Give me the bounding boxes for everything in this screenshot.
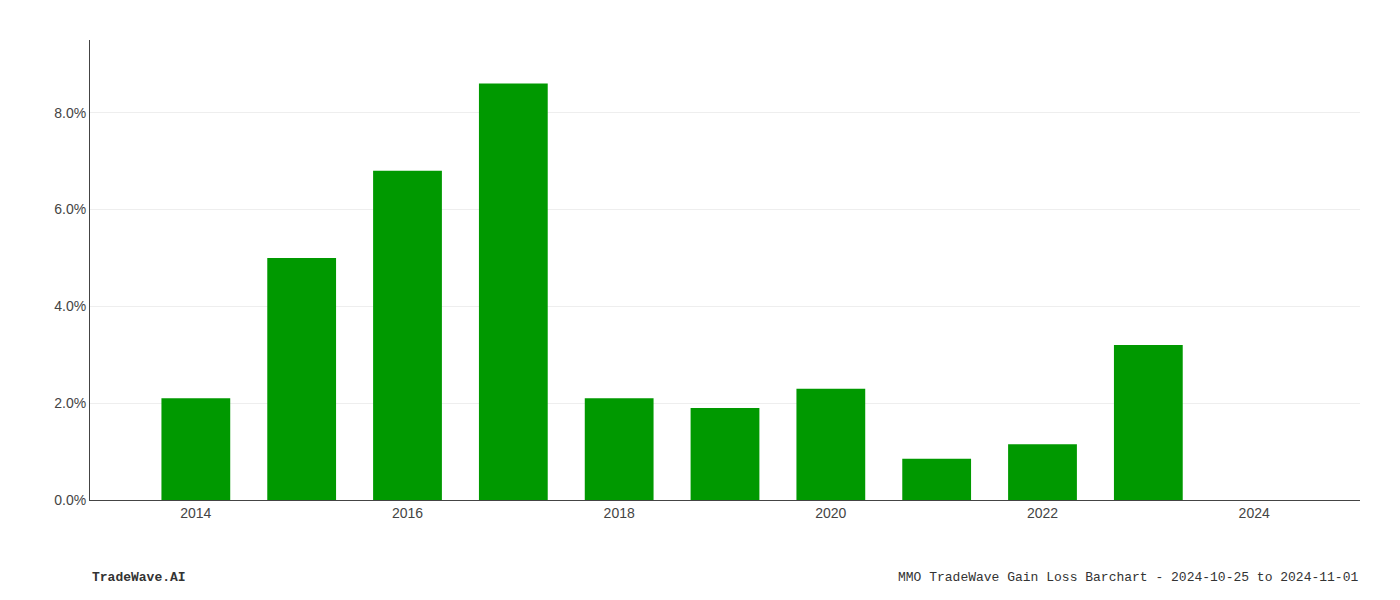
svg-text:2024: 2024 (1239, 505, 1270, 521)
svg-text:8.0%: 8.0% (54, 105, 86, 121)
svg-text:4.0%: 4.0% (54, 298, 86, 314)
svg-text:2.0%: 2.0% (54, 395, 86, 411)
svg-text:MMO TradeWave Gain Loss Barcha: MMO TradeWave Gain Loss Barchart - 2024-… (898, 570, 1358, 585)
svg-text:2016: 2016 (392, 505, 423, 521)
svg-text:2018: 2018 (604, 505, 635, 521)
svg-text:6.0%: 6.0% (54, 201, 86, 217)
svg-text:TradeWave.AI: TradeWave.AI (92, 570, 186, 585)
svg-text:2014: 2014 (180, 505, 211, 521)
svg-text:2022: 2022 (1027, 505, 1058, 521)
svg-text:2020: 2020 (815, 505, 846, 521)
svg-text:0.0%: 0.0% (54, 492, 86, 508)
